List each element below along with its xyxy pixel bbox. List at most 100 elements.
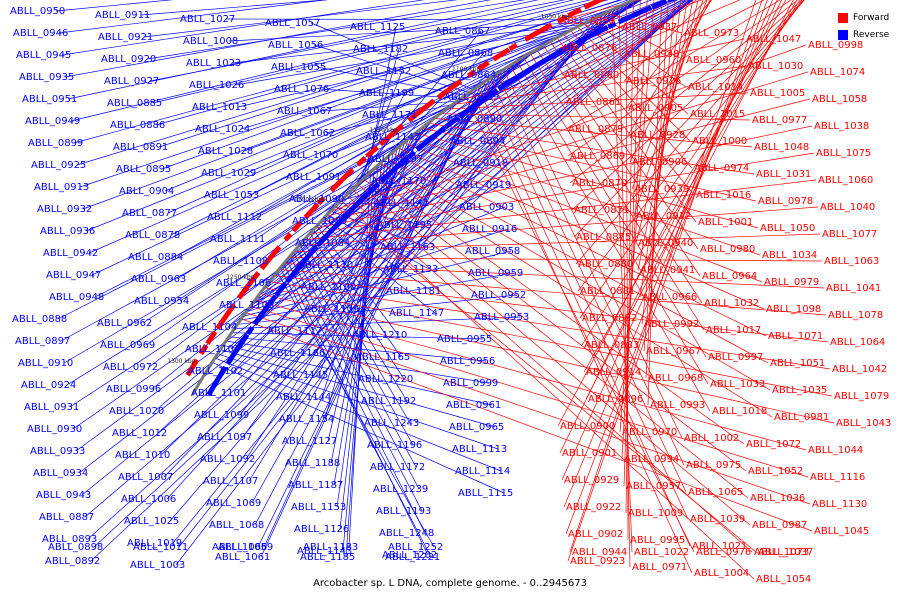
gene-label: ABLL_1061 [215, 552, 270, 563]
gene-label: ABLL_0961 [446, 400, 501, 411]
gene-label: ABLL_0883 [584, 340, 639, 351]
gene-label: ABLL_1055 [271, 62, 326, 73]
leader-line [299, 244, 414, 446]
gene-label: ABLL_1048 [754, 142, 809, 153]
gene-label: ABLL_1031 [756, 169, 811, 180]
gene-label: ABLL_1099 [194, 410, 249, 421]
gene-label: ABLL_1014 [688, 82, 743, 93]
reverse-feature [633, 5, 653, 17]
gene-label: ABLL_0955 [437, 334, 492, 345]
gene-label: ABLL_0918 [453, 158, 508, 169]
gene-label: ABLL_1185 [300, 552, 355, 563]
gene-label: ABLL_0974 [694, 163, 749, 174]
forward-feature [477, 60, 490, 72]
forward-feature [198, 344, 209, 356]
gene-label: ABLL_1112 [207, 212, 262, 223]
gene-label: ABLL_1054 [756, 574, 811, 585]
gene-label: ABLL_1170 [371, 176, 426, 187]
legend-reverse: Reverse [838, 26, 889, 43]
leader-line [319, 98, 811, 224]
gene-label: ABLL_1045 [814, 526, 869, 537]
gene-label: ABLL_1070 [283, 150, 338, 161]
gene-label: ABLL_0936 [40, 226, 95, 237]
reverse-feature [415, 140, 429, 152]
leader-line [293, 233, 821, 253]
leader-line [619, 0, 674, 28]
leader-line [579, 0, 803, 319]
gene-label: ABLL_1109 [304, 304, 359, 315]
leader-line [292, 252, 420, 490]
gene-label: ABLL_0939 [634, 184, 689, 195]
leader-line [328, 106, 449, 156]
leader-line [573, 0, 805, 238]
reverse-feature [245, 325, 255, 336]
forward-feature [378, 129, 398, 147]
gene-label: ABLL_1010 [115, 450, 170, 461]
gene-label: ABLL_0928 [630, 130, 685, 141]
gene-label: ABLL_1036 [750, 493, 805, 504]
reverse-feature [667, 0, 677, 3]
gene-label: ABLL_0953 [474, 312, 529, 323]
gene-label: ABLL_0868 [438, 48, 493, 59]
leader-line [340, 200, 755, 580]
gene-label: ABLL_0927 [104, 76, 159, 87]
gene-label: ABLL_0941 [640, 265, 695, 276]
gene-label: ABLL_1059 [218, 542, 273, 553]
gene-label: ABLL_1089 [292, 216, 347, 227]
gene-label: ABLL_1210 [352, 330, 407, 341]
reverse-feature [308, 244, 319, 256]
forward-feature [365, 145, 379, 159]
leader-line [631, 0, 708, 190]
forward-feature [329, 178, 343, 193]
gene-label: ABLL_0992 [644, 319, 699, 330]
gene-label: ABLL_0978 [758, 196, 813, 207]
forward-feature [583, 0, 604, 10]
gene-label: ABLL_0967 [646, 346, 701, 357]
legend-forward-label: Forward [853, 12, 890, 23]
forward-feature [236, 283, 251, 300]
leader-line [296, 248, 417, 468]
gene-label: ABLL_1047 [746, 34, 801, 45]
leader-line [324, 71, 809, 218]
gene-label: ABLL_1029 [201, 168, 256, 179]
reverse-feature [543, 50, 560, 64]
leader-line [321, 141, 406, 398]
leader-line [621, 0, 697, 55]
leader-line [409, 137, 761, 256]
gene-label: ABLL_1252 [388, 542, 443, 553]
leader-line [278, 269, 827, 316]
gene-label: ABLL_1072 [746, 439, 801, 450]
gene-label: ABLL_1037 [758, 547, 813, 558]
leader-line [289, 255, 423, 512]
gene-label: ABLL_1141 [374, 198, 429, 209]
gene-label: ABLL_0964 [702, 271, 757, 282]
forward-feature [492, 47, 511, 62]
gene-label: ABLL_0916 [462, 224, 517, 235]
gene-label: ABLL_1130 [812, 499, 867, 510]
gene-label: ABLL_1038 [814, 121, 869, 132]
gene-label: ABLL_0911 [95, 10, 150, 21]
gene-label: ABLL_1166 [270, 348, 325, 359]
forward-feature [283, 232, 293, 242]
leader-line [577, 0, 805, 292]
gene-label: ABLL_0904 [119, 186, 174, 197]
leader-line [76, 0, 623, 166]
scale-tick-label: 1250 kbp [226, 274, 254, 281]
leader-line [327, 148, 398, 442]
leader-line [298, 206, 819, 247]
leader-line [584, 23, 689, 115]
gene-label: ABLL_0890 [447, 114, 502, 125]
gene-label: ABLL_0901 [562, 448, 617, 459]
forward-swatch [838, 12, 848, 23]
leader-line [264, 287, 833, 397]
leader-line [351, 189, 751, 526]
gene-label: ABLL_0860 [564, 70, 619, 81]
gene-label: ABLL_1011 [133, 542, 188, 553]
gene-label: ABLL_1188 [285, 458, 340, 469]
gene-label: ABLL_0876 [562, 43, 617, 54]
leader-line [228, 336, 487, 362]
gene-label: ABLL_0929 [564, 475, 619, 486]
gene-label: ABLL_1017 [706, 325, 761, 336]
gene-label: ABLL_0913 [34, 182, 89, 193]
